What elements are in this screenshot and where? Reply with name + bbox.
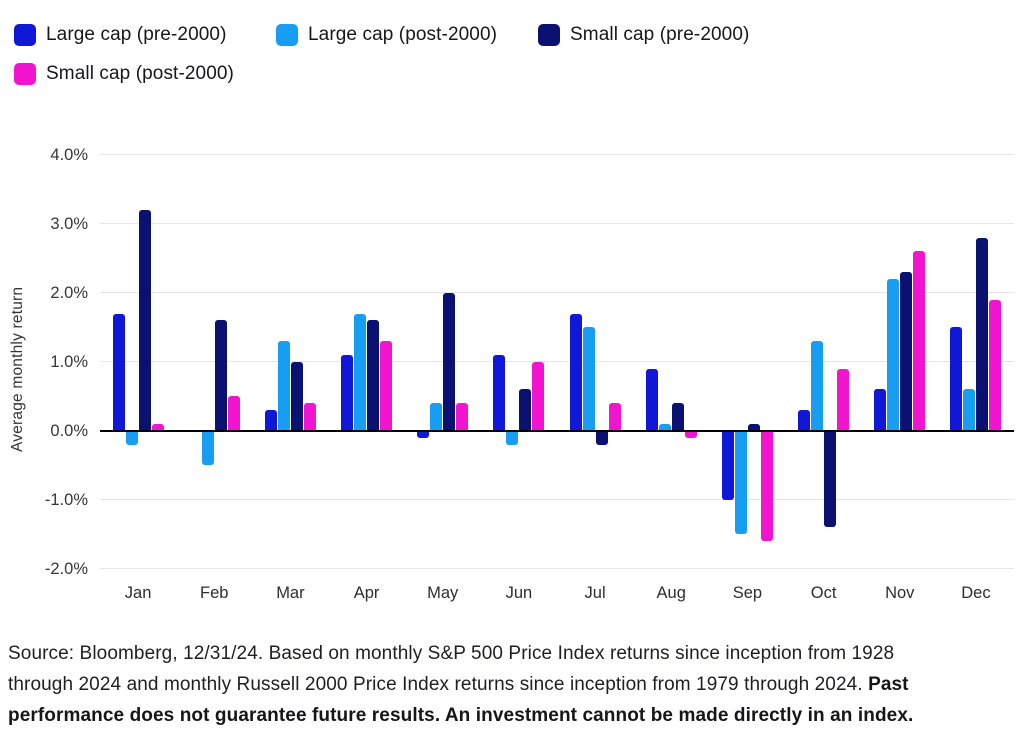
bar-jun-series-1 [506, 430, 519, 445]
x-axis: Jan Feb Mar Apr May Jun Jul Aug Sep Oct Nov Dec [100, 581, 1014, 605]
gridline [100, 154, 1014, 156]
bar-sep-series-1 [734, 430, 747, 535]
x-tick-label: Jan [124, 584, 152, 602]
legend-label: Large cap (post-2000) [308, 24, 498, 45]
x-tick-label: Oct [810, 584, 837, 602]
legend-item: Small cap (post-2000) [14, 62, 260, 86]
bar-mar-series-2 [290, 361, 303, 431]
bar-mar-series-0 [264, 410, 277, 431]
gridline [100, 568, 1014, 570]
gridline [100, 223, 1014, 225]
bar-dec-series-1 [963, 389, 976, 431]
legend-label: Small cap (post-2000) [46, 63, 234, 84]
bar-jan-series-3 [151, 423, 164, 431]
zero-axis-line [100, 429, 1014, 432]
bar-oct-series-0 [798, 410, 811, 431]
bar-mar-series-1 [277, 341, 290, 431]
bar-may-series-2 [443, 292, 456, 431]
bar-oct-series-3 [837, 368, 850, 431]
bar-aug-series-2 [671, 403, 684, 431]
bar-oct-series-1 [811, 341, 824, 431]
bar-nov-series-0 [874, 389, 887, 431]
bar-jan-series-1 [125, 430, 138, 445]
source-note: Source: Bloomberg, 12/31/24. Based on mo… [8, 643, 895, 695]
bar-jun-series-2 [519, 389, 532, 431]
bar-jul-series-0 [569, 313, 582, 431]
bar-feb-series-3 [227, 396, 240, 431]
bar-may-series-3 [456, 403, 469, 431]
chart: Average monthly return 4.0% 3.0% 2.0% 1.0% 0… [0, 146, 1014, 605]
y-tick-label: -2.0% [44, 559, 88, 578]
bar-aug-series-0 [645, 368, 658, 431]
x-tick-label: Jul [584, 584, 606, 602]
bar-sep-series-2 [747, 423, 760, 431]
footer: Source: Bloomberg, 12/31/24. Based on mo… [8, 638, 963, 731]
y-tick-label: 1.0% [50, 352, 88, 371]
bar-nov-series-3 [913, 251, 926, 431]
bar-sep-series-0 [721, 430, 734, 500]
y-tick-label: 4.0% [50, 145, 88, 164]
bar-aug-series-3 [684, 430, 697, 438]
bar-nov-series-1 [887, 279, 900, 431]
legend: Large cap (pre-2000) Large cap (post-2000… [14, 23, 1014, 86]
x-tick-label: Jun [505, 584, 533, 602]
legend-item: Large cap (post-2000) [276, 23, 522, 47]
plot-area [100, 148, 1014, 588]
bar-oct-series-2 [824, 430, 837, 528]
bar-feb-series-2 [214, 320, 227, 431]
bar-apr-series-3 [380, 341, 393, 431]
legend-item: Small cap (pre-2000) [538, 23, 784, 47]
bar-feb-series-1 [201, 430, 214, 466]
gridline [100, 499, 1014, 501]
gridline [100, 292, 1014, 294]
bar-sep-series-3 [760, 430, 773, 542]
gridline [100, 361, 1014, 363]
bar-mar-series-3 [303, 403, 316, 431]
legend-label: Small cap (pre-2000) [570, 24, 750, 45]
x-tick-label: Apr [353, 584, 380, 602]
bar-aug-series-1 [658, 423, 671, 431]
bar-jun-series-0 [493, 354, 506, 431]
bar-apr-series-1 [354, 313, 367, 431]
bar-apr-series-2 [367, 320, 380, 431]
legend-swatch-icon [276, 24, 298, 46]
bar-dec-series-0 [950, 327, 963, 431]
x-tick-label: Feb [200, 584, 229, 602]
y-tick-label: -1.0% [44, 490, 88, 509]
bar-may-series-0 [417, 430, 430, 438]
bar-jan-series-0 [112, 313, 125, 431]
bar-jul-series-2 [595, 430, 608, 445]
bar-may-series-1 [430, 403, 443, 431]
y-tick-label: 2.0% [50, 283, 88, 302]
legend-swatch-icon [14, 63, 36, 85]
bar-jul-series-3 [608, 403, 621, 431]
bar-dec-series-3 [989, 299, 1002, 431]
bar-jun-series-3 [532, 361, 545, 431]
legend-swatch-icon [14, 24, 36, 46]
bar-dec-series-2 [976, 237, 989, 431]
x-tick-label: Aug [656, 584, 686, 602]
y-tick-label: 3.0% [50, 214, 88, 233]
legend-label: Large cap (pre-2000) [46, 24, 227, 45]
x-tick-label: Nov [885, 584, 915, 602]
x-tick-label: Mar [276, 584, 305, 602]
bar-nov-series-2 [900, 272, 913, 431]
legend-item: Large cap (pre-2000) [14, 23, 260, 47]
x-tick-label: Dec [961, 584, 991, 602]
y-tick-label: 0.0% [50, 421, 88, 440]
bar-apr-series-0 [341, 354, 354, 431]
legend-swatch-icon [538, 24, 560, 46]
bar-jul-series-1 [582, 327, 595, 431]
y-axis-labels: 4.0% 3.0% 2.0% 1.0% 0.0% -1.0% -2.0% [0, 146, 88, 588]
x-tick-label: May [427, 584, 459, 602]
bar-jan-series-2 [138, 210, 151, 431]
x-tick-label: Sep [732, 584, 763, 602]
